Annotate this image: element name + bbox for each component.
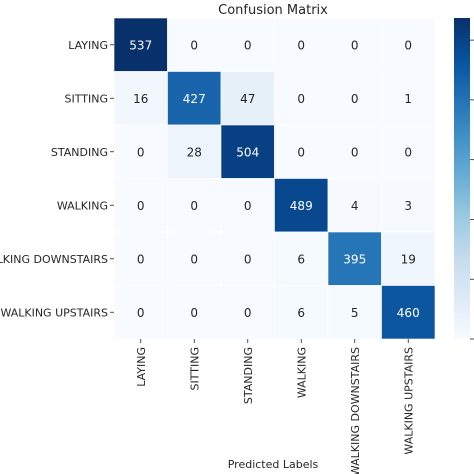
cell-value-label: 0 [244,199,252,213]
cell-value-label: 0 [297,38,305,52]
cell-value-label: 537 [129,38,152,52]
cell-value-label: 0 [351,145,359,159]
column-tick-label: SITTING [188,347,201,390]
cell-value-label: 6 [297,252,305,266]
heatmap-cell [274,231,329,286]
heatmap-cell [327,285,382,340]
heatmap-cell [167,124,222,179]
cell-value-label: 0 [137,199,145,213]
x-axis-label: Predicted Labels [228,458,319,471]
heatmap-cell [327,17,382,72]
cell-value-label: 0 [351,92,359,106]
row-tick-label: WALKING [57,199,108,212]
heatmap-cell [274,178,329,233]
heatmap-cell [113,231,168,286]
heatmap-cell [167,17,222,72]
cell-value-label: 0 [190,38,198,52]
heatmap-cell [220,231,275,286]
heatmap-cell [381,71,436,126]
row-tick-labels: LAYING SITTING STANDING WALKING WALKING DOWN… [0,39,114,319]
heatmap-cell [327,124,382,179]
cell-value-label: 489 [290,199,313,213]
heatmap-cell [274,71,329,126]
cell-value-label: 504 [236,145,259,159]
heatmap-cell [381,124,436,179]
heatmap-cell [381,178,436,233]
heatmap-cell [113,178,168,233]
cell-value-label: 395 [343,252,366,266]
column-tick-label: WALKING UPSTAIRS [402,347,415,455]
heatmap-cell [113,285,168,340]
cell-value-label: 0 [190,199,198,213]
heatmap-cell [381,285,436,340]
cell-value-label: 427 [183,92,206,106]
heatmap-cell [113,17,168,72]
row-tick-label: LAYING [68,39,108,52]
cell-value-label: 28 [187,145,202,159]
heatmap-cell [327,178,382,233]
cell-value-label: 0 [404,38,412,52]
cell-value-label: 6 [297,306,305,320]
row-tick-label: WALKING UPSTAIRS [0,306,108,319]
cell-value-label: 5 [351,306,359,320]
row-tick-label: WALKING DOWNSTAIRS [0,253,108,266]
heatmap-cell [220,178,275,233]
row-tick-label: SITTING [65,92,108,105]
column-tick-label: WALKING [295,347,308,398]
cell-value-label: 0 [137,306,145,320]
colorbar-gradient [454,18,470,339]
cell-value-label: 0 [297,145,305,159]
heatmap-cell [220,124,275,179]
column-tick-label: STANDING [242,347,255,404]
cell-value-label: 0 [244,38,252,52]
cell-value-label: 4 [351,199,359,213]
heatmap-cell [274,17,329,72]
cell-value-label: 0 [351,38,359,52]
cell-value-label: 16 [133,92,148,106]
heatmap-cell [167,71,222,126]
cell-value-label: 47 [240,92,255,106]
cell-value-label: 1 [404,92,412,106]
cell-value-label: 0 [137,145,145,159]
column-tick-label: LAYING [135,347,148,387]
heatmap-cell [381,17,436,72]
cell-value-label: 460 [397,306,420,320]
cell-value-label: 0 [190,306,198,320]
cell-value-label: 0 [137,252,145,266]
column-tick-label: WALKING DOWNSTAIRS [349,347,362,474]
chart-title: Confusion Matrix [218,3,328,18]
cell-value-label: 19 [401,252,416,266]
heatmap-cell [381,231,436,286]
heatmap-cell [113,124,168,179]
heatmap-cell [274,124,329,179]
cell-value-label: 0 [404,145,412,159]
row-tick-label: STANDING [51,146,108,159]
colorbar [454,18,474,340]
cell-value-label: 3 [404,199,412,213]
cell-value-label: 0 [244,252,252,266]
cell-value-label: 0 [190,252,198,266]
cell-value-label: 0 [297,92,305,106]
cell-value-label: 0 [244,306,252,320]
heatmap-cell [167,178,222,233]
heatmap-cell [220,17,275,72]
heatmap-cell [327,231,382,286]
heatmap-cells: 537 0 0 0 0 0 16 427 47 0 0 1 0 28 504 0 0 0 0 0 0 489 4 3 0 0 0 6 3… [113,17,436,340]
column-tick-labels: LAYING SITTING STANDING WALKING WALKING DOWN… [135,339,415,474]
